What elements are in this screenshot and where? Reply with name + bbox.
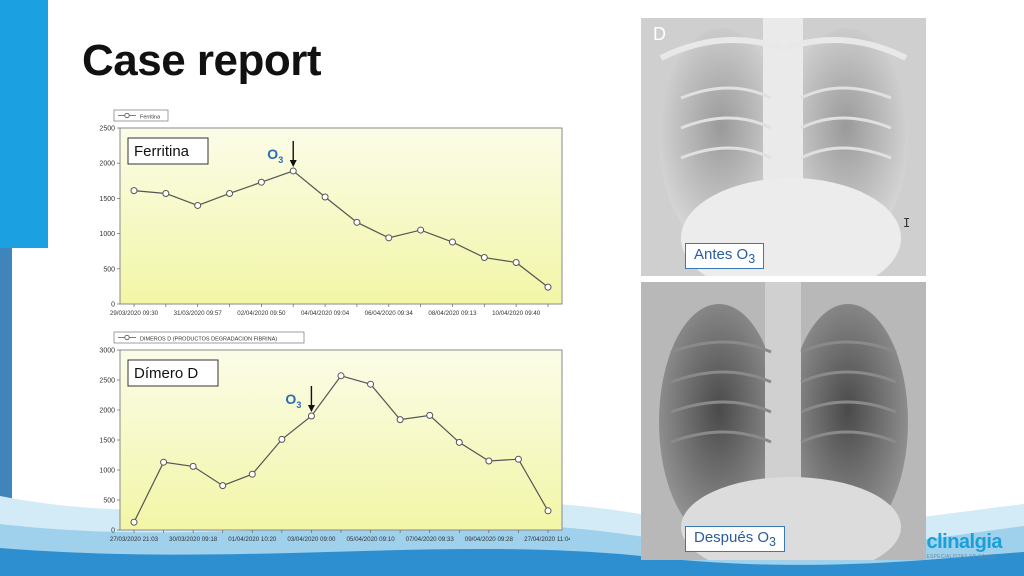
data-point	[307, 412, 315, 420]
data-point	[130, 518, 138, 526]
x-tick-label: 31/03/2020 09:57	[174, 310, 223, 317]
y-tick-label: 1000	[99, 231, 115, 238]
x-tick-label: 08/04/2020 09:13	[428, 310, 477, 317]
legend: Ferritina	[113, 109, 169, 122]
data-point	[396, 416, 404, 424]
data-point	[219, 482, 227, 490]
data-point	[189, 462, 197, 470]
y-tick-label: 0	[111, 528, 115, 535]
data-point	[480, 254, 488, 262]
x-tick-label: 27/03/2020 21:03	[110, 536, 159, 543]
xray-before-label-sub: 3	[748, 252, 756, 266]
data-point	[162, 189, 170, 197]
x-tick-label: 07/04/2020 09:33	[406, 536, 455, 543]
series-line	[133, 170, 549, 288]
data-point	[257, 178, 265, 186]
data-point	[226, 189, 234, 197]
data-point	[455, 438, 463, 446]
x-tick-label: 09/04/2020 09:28	[465, 536, 514, 543]
xray-after-label-text: Después O	[694, 529, 770, 546]
o3-label: O	[285, 391, 296, 407]
legend-label: DIMEROS D (PRODUCTOS DEGRADACION FIBRINA…	[140, 337, 277, 343]
data-point	[367, 380, 375, 388]
chart-title-text: Ferritina	[134, 143, 190, 160]
xray-after: Después O3	[641, 282, 926, 560]
y-tick-label: 0	[111, 302, 115, 309]
data-point	[160, 458, 168, 466]
data-point	[248, 470, 256, 478]
legend: DIMEROS D (PRODUCTOS DEGRADACION FIBRINA…	[113, 331, 305, 344]
y-tick-label: 2500	[99, 378, 115, 385]
x-tick-label: 03/04/2020 09:00	[287, 536, 336, 543]
y-tick-label: 2000	[99, 408, 115, 415]
y-tick-label: 2500	[99, 126, 115, 133]
x-tick-label: 06/04/2020 09:34	[365, 310, 414, 317]
chart-title-text: Dímero D	[134, 365, 198, 382]
x-tick-label: 05/04/2020 09:10	[346, 536, 395, 543]
data-point	[289, 167, 297, 175]
brand-tagline: ESPECIALISTAS EN SALUD	[926, 554, 996, 560]
data-point	[426, 411, 434, 419]
y-tick-label: 500	[103, 266, 115, 273]
xray-before: D I Antes O3	[641, 18, 926, 276]
data-point	[321, 193, 329, 201]
data-point	[485, 457, 493, 465]
x-tick-label: 01/04/2020 10:20	[228, 536, 277, 543]
data-point	[337, 372, 345, 380]
x-tick-label: 02/04/2020 09:50	[237, 310, 286, 317]
data-point	[417, 226, 425, 234]
x-tick-label: 27/04/2020 11:04	[524, 536, 570, 543]
ferritina-chart: Ferritina 0 500 1000 1500 2000 2500 29/03/2020 …	[92, 108, 570, 326]
data-point	[130, 187, 138, 195]
x-tick-label: 10/04/2020 09:40	[492, 310, 541, 317]
data-point	[448, 238, 456, 246]
accent-bar-lower	[0, 248, 12, 576]
dimero-d-chart: DIMEROS D (PRODUCTOS DEGRADACION FIBRINA…	[92, 330, 570, 552]
xray-after-label: Después O3	[685, 526, 785, 552]
accent-bar	[0, 0, 48, 248]
o3-subscript: 3	[296, 400, 301, 410]
chart-title: Ferritina	[127, 137, 209, 165]
xray-after-label-sub: 3	[769, 535, 776, 549]
data-point	[512, 258, 520, 266]
y-tick-label: 1500	[99, 196, 115, 203]
o3-subscript: 3	[278, 155, 283, 165]
x-tick-label: 30/03/2020 09:18	[169, 536, 218, 543]
y-tick-label: 500	[103, 498, 115, 505]
xray-before-label-text: Antes O	[694, 246, 749, 263]
xray-letter: D	[653, 24, 666, 44]
data-point	[385, 234, 393, 242]
legend-label: Ferritina	[140, 115, 161, 121]
x-tick-label: 04/04/2020 09:04	[301, 310, 350, 317]
text-cursor-icon: I	[903, 216, 911, 230]
data-point	[514, 455, 522, 463]
brand-name: clinalgia	[926, 531, 1002, 553]
xray-before-label: Antes O3	[685, 243, 765, 269]
y-tick-label: 1000	[99, 468, 115, 475]
brand-logo: clinalgia ESPECIALISTAS EN SALUD	[926, 531, 1002, 560]
data-point	[544, 283, 552, 291]
x-tick-label: 29/03/2020 09:30	[110, 310, 159, 317]
slide-title: Case report	[82, 36, 322, 85]
chart-title: Dímero D	[127, 359, 219, 387]
data-point	[353, 218, 361, 226]
o3-label: O	[267, 146, 278, 162]
y-tick-label: 3000	[99, 348, 115, 355]
data-point	[278, 435, 286, 443]
y-tick-label: 1500	[99, 438, 115, 445]
data-point	[194, 201, 202, 209]
data-point	[544, 507, 552, 515]
y-tick-label: 2000	[99, 161, 115, 168]
